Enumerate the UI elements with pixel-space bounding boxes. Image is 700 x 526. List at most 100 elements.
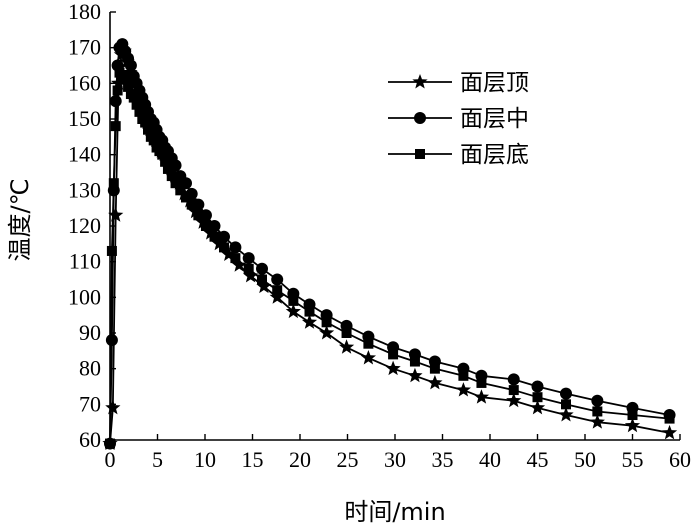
legend-label: 面层顶 xyxy=(460,70,529,96)
x-tick-label: 5 xyxy=(152,447,163,472)
data-point xyxy=(388,349,399,360)
legend-marker xyxy=(414,112,426,124)
data-point xyxy=(219,242,229,253)
x-tick-label: 45 xyxy=(527,447,549,472)
data-point xyxy=(209,231,220,242)
x-tick-label: 0 xyxy=(105,447,116,472)
data-point xyxy=(363,338,374,349)
data-point xyxy=(429,363,440,374)
data-point xyxy=(531,380,544,393)
data-point xyxy=(105,438,115,449)
data-point xyxy=(318,325,335,340)
data-point xyxy=(508,385,519,396)
data-point xyxy=(271,273,284,286)
data-point xyxy=(208,220,221,232)
x-tick-label: 20 xyxy=(289,447,311,472)
series-square xyxy=(105,67,675,449)
plot-series xyxy=(102,38,678,451)
data-point xyxy=(458,370,469,381)
x-tick-label: 25 xyxy=(337,447,359,472)
data-point xyxy=(301,314,318,329)
series-line xyxy=(109,50,670,444)
x-axis-title: 时间/min xyxy=(344,498,445,526)
legend-item: 面层顶 xyxy=(388,70,529,96)
data-point xyxy=(529,399,546,415)
data-point xyxy=(124,59,137,72)
data-point xyxy=(123,81,134,92)
data-point xyxy=(285,303,301,319)
data-point xyxy=(407,367,423,383)
series-circle xyxy=(104,38,676,450)
axes: 0 5 10 15 20 25 30 35 40 45 50 55 60 60 70 80 90 100 110 1… xyxy=(68,0,691,472)
y-tick-label: 80 xyxy=(79,356,101,381)
x-tick-label: 40 xyxy=(479,447,501,472)
y-tick-label: 150 xyxy=(68,106,101,131)
data-point xyxy=(561,399,571,410)
y-tick-label: 130 xyxy=(68,177,101,202)
data-point xyxy=(181,192,191,203)
y-tick-label: 70 xyxy=(79,391,101,416)
data-point xyxy=(532,392,543,403)
x-tick-label: 60 xyxy=(669,447,691,472)
data-point xyxy=(506,392,522,408)
data-point xyxy=(148,135,159,146)
data-point xyxy=(120,74,131,85)
data-point xyxy=(229,241,242,254)
data-point xyxy=(256,278,272,294)
data-point xyxy=(131,99,142,110)
data-point xyxy=(624,417,641,433)
y-tick-label: 140 xyxy=(68,142,101,167)
data-point xyxy=(160,156,171,167)
data-point xyxy=(166,171,177,182)
series-star xyxy=(102,43,678,451)
data-point xyxy=(338,339,355,354)
data-point xyxy=(128,92,139,103)
data-point xyxy=(288,295,299,306)
data-point xyxy=(321,317,332,328)
data-point xyxy=(664,413,675,424)
legend-label: 面层底 xyxy=(460,142,529,168)
data-point xyxy=(242,252,255,265)
data-point xyxy=(193,210,204,221)
x-ticks: 0 5 10 15 20 25 30 35 40 45 50 55 60 xyxy=(105,434,691,472)
data-point xyxy=(162,163,173,174)
data-point xyxy=(385,360,401,376)
y-tick-label: 110 xyxy=(69,249,101,274)
y-tick-label: 180 xyxy=(68,0,101,24)
legend-item: 面层中 xyxy=(388,106,529,132)
data-point xyxy=(360,349,377,365)
data-point xyxy=(186,199,197,210)
data-point xyxy=(106,245,117,256)
data-point xyxy=(427,374,443,390)
data-point xyxy=(269,289,285,304)
data-point xyxy=(589,414,605,429)
data-point xyxy=(108,207,124,222)
data-point xyxy=(558,407,574,422)
x-tick-label: 50 xyxy=(574,447,596,472)
data-point xyxy=(140,117,151,128)
data-point xyxy=(134,106,145,117)
x-tick-label: 15 xyxy=(242,447,264,472)
data-point xyxy=(143,124,153,135)
y-tick-label: 90 xyxy=(79,320,101,345)
data-point xyxy=(560,387,572,400)
data-point xyxy=(109,95,122,108)
series-line xyxy=(109,43,670,444)
y-axis-title: 温度/℃ xyxy=(6,178,34,261)
data-point xyxy=(304,306,315,317)
data-point xyxy=(257,274,267,285)
series-line xyxy=(109,71,670,444)
x-tick-label: 10 xyxy=(194,447,216,472)
x-tick-label: 35 xyxy=(432,447,454,472)
data-point xyxy=(231,257,247,272)
data-point xyxy=(507,373,520,386)
data-point xyxy=(455,382,472,397)
y-tick-label: 120 xyxy=(68,213,101,238)
data-point xyxy=(170,178,181,189)
data-point xyxy=(221,246,237,262)
data-point xyxy=(256,262,268,275)
data-point xyxy=(409,356,420,367)
legend-marker xyxy=(415,149,425,159)
